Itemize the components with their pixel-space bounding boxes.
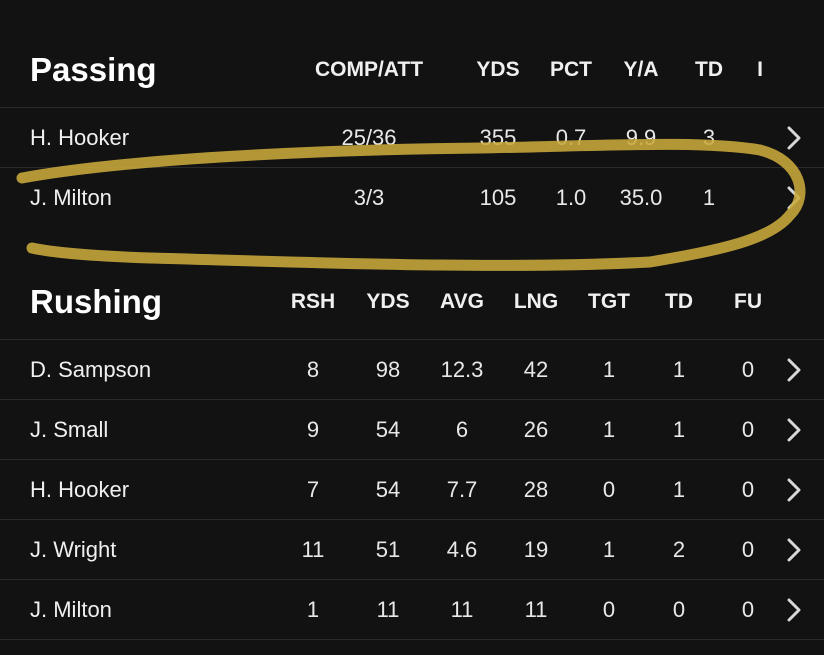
stat-value: 1: [602, 417, 616, 442]
stat-clip: 3/3 105 1.0 35.0 1: [0, 168, 766, 228]
chevron[interactable]: [784, 478, 804, 502]
chevron[interactable]: [784, 186, 804, 210]
stat-value: 51: [375, 537, 401, 562]
stat-value: 1: [602, 537, 616, 562]
stat-value: 0: [741, 477, 755, 502]
stat-value: 9.9: [625, 125, 657, 150]
stat-value: 2: [672, 537, 686, 562]
stat-value: 8: [306, 357, 320, 382]
player-row[interactable]: H. Hooker 25/36 355 0.7 9.9 3: [0, 107, 824, 168]
chevron[interactable]: [784, 538, 804, 562]
stat-value: 42: [523, 357, 549, 382]
column-header: COMP/ATT: [314, 58, 424, 81]
stat-clip: 8 98 12.3 42 1 1 0: [0, 340, 766, 400]
stat-value: 25/36: [341, 125, 397, 150]
stat-value: 0: [741, 417, 755, 442]
column-header: LNG: [513, 290, 559, 313]
stat-clip: 25/36 355 0.7 9.9 3: [0, 108, 766, 168]
stat-value: 54: [375, 417, 401, 442]
chevron[interactable]: [784, 358, 804, 382]
column-header: YDS: [366, 290, 410, 313]
player-name: D. Sampson: [30, 357, 152, 382]
player-row[interactable]: J. Milton 3/3 105 1.0 35.0 1: [0, 167, 824, 228]
player-row[interactable]: D. Sampson 8 98 12.3 42 1 1 0: [0, 339, 824, 400]
chevron[interactable]: [784, 418, 804, 442]
stat-value: 1.0: [555, 185, 587, 210]
divider: [0, 639, 824, 655]
header-clip: COMP/ATT YDS PCT Y/A TD I RSH YDS AVG LNG TGT TD FU: [290, 58, 763, 313]
stat-value: 35.0: [619, 185, 663, 210]
stat-value: 0: [602, 477, 616, 502]
stat-value: 0: [741, 537, 755, 562]
stat-value: 11: [301, 537, 325, 562]
stat-value: 1: [702, 185, 716, 210]
stat-value: 11: [376, 597, 400, 622]
section-title: Passing: [30, 51, 157, 88]
player-row[interactable]: J. Small 9 54 6 26 1 1 0: [0, 399, 824, 460]
column-header: TGT: [588, 290, 630, 313]
stat-value: 0: [741, 597, 755, 622]
stat-value: 28: [523, 477, 549, 502]
stat-clip: 1 11 11 11 0 0 0: [0, 580, 766, 640]
column-header: AVG: [440, 290, 484, 313]
player-row[interactable]: H. Hooker 7 54 7.7 28 0 1 0: [0, 459, 824, 520]
stat-value: 19: [523, 537, 549, 562]
stat-value: 0: [741, 357, 755, 382]
player-name: J. Wright: [30, 537, 117, 562]
stat-value: 12.3: [440, 357, 484, 382]
stat-value: 1: [672, 417, 686, 442]
column-header: YDS: [476, 58, 520, 81]
stat-value: 0.7: [555, 125, 587, 150]
stat-value: 7.7: [446, 477, 478, 502]
stat-value: 7: [306, 477, 320, 502]
stat-value: 1: [672, 477, 686, 502]
stat-value: 355: [479, 125, 517, 150]
stat-value: 1: [306, 597, 320, 622]
player-name: H. Hooker: [30, 477, 130, 502]
column-header: PCT: [550, 58, 592, 81]
stat-value: 0: [672, 597, 686, 622]
column-header: Y/A: [623, 58, 659, 81]
stat-value: 1: [672, 357, 686, 382]
stat-value: 54: [375, 477, 401, 502]
chevron[interactable]: [784, 126, 804, 150]
stat-value: 11: [524, 597, 548, 622]
stat-value: 9: [306, 417, 320, 442]
stat-value: 4.6: [446, 537, 478, 562]
player-row[interactable]: J. Milton 1 11 11 11 0 0 0: [0, 579, 824, 640]
stat-value: 6: [455, 417, 469, 442]
stat-value: 1: [602, 357, 616, 382]
section-title: Rushing: [30, 283, 162, 320]
column-header: RSH: [290, 290, 336, 313]
column-header: I: [757, 58, 763, 81]
player-name: J. Small: [30, 417, 109, 442]
stat-value: 11: [450, 597, 474, 622]
stat-clip: 7 54 7.7 28 0 1 0: [0, 460, 766, 520]
stat-value: 26: [523, 417, 549, 442]
stat-value: 98: [375, 357, 401, 382]
player-name: J. Milton: [30, 597, 112, 622]
stat-value: 3/3: [353, 185, 385, 210]
stat-clip: 11 51 4.6 19 1 2 0: [0, 520, 766, 580]
column-header: FU: [734, 290, 762, 313]
chevron[interactable]: [784, 598, 804, 622]
column-header: TD: [695, 58, 723, 81]
stat-value: 105: [479, 185, 517, 210]
column-header: TD: [665, 290, 693, 313]
stat-clip: 9 54 6 26 1 1 0: [0, 400, 766, 460]
stat-value: 0: [602, 597, 616, 622]
player-row[interactable]: J. Wright 11 51 4.6 19 1 2 0: [0, 519, 824, 580]
stat-value: 3: [702, 125, 716, 150]
